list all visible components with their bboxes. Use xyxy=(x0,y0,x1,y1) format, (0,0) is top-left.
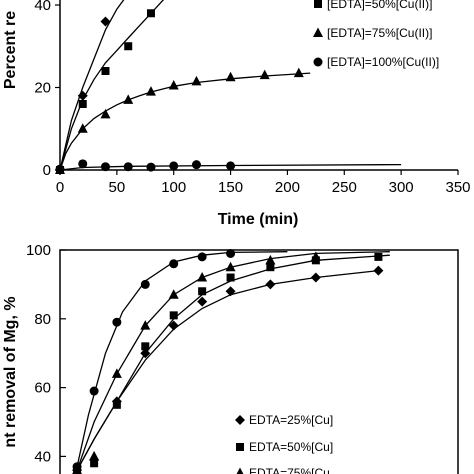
top-x-tick-label: 250 xyxy=(332,179,357,196)
top-series-4-point xyxy=(123,162,133,172)
top-series-2-point xyxy=(101,67,110,75)
top-series-4-point xyxy=(191,160,201,170)
bottom-legend-marker xyxy=(236,443,244,451)
bottom-series-2-point xyxy=(169,311,178,320)
bottom-series-2-point xyxy=(266,263,275,272)
top-legend-label: [EDTA]=100%[Cu(II)] xyxy=(327,55,439,69)
top-chart: 0 50 100 150 200 250 300 350 0 20 40 [EDTA]=50%[Cu(… xyxy=(34,0,471,196)
top-y-tick-label: 20 xyxy=(34,80,51,97)
bottom-series-1-point xyxy=(310,272,321,283)
top-series-4-point xyxy=(100,162,110,172)
top-series-4-point xyxy=(78,159,88,169)
bottom-series-3-point xyxy=(168,289,179,299)
bottom-legend-label: EDTA=50%[Cu] xyxy=(249,440,333,454)
top-y-tick-label: 40 xyxy=(34,0,51,14)
top-series-2-point xyxy=(124,42,133,51)
bottom-legend-label: EDTA=75%[Cu xyxy=(249,466,330,474)
top-legend-marker xyxy=(314,0,322,8)
bottom-series-2-point xyxy=(198,287,207,296)
bottom-series-4-point xyxy=(72,462,82,472)
bottom-series-4-point xyxy=(226,248,236,258)
bottom-chart: 40 60 80 100 EDTA=25%[Cu] EDTA=50%[Cu] EDTA=75… xyxy=(26,242,459,474)
top-legend-marker xyxy=(313,57,323,67)
top-legend-label: [EDTA]=50%[Cu(II)] xyxy=(327,0,432,11)
top-x-tick-label: 350 xyxy=(445,179,470,196)
bottom-series-3-curve xyxy=(76,251,390,471)
bottom-plot-area xyxy=(72,248,390,474)
bottom-series-3-point xyxy=(140,320,151,330)
top-series-1-point xyxy=(77,90,88,101)
top-x-tick-label: 300 xyxy=(389,179,414,196)
top-series-3-point xyxy=(191,75,202,86)
bottom-series-3-point xyxy=(111,368,122,378)
top-y-tick-label: 0 xyxy=(43,162,51,179)
bottom-series-3-point xyxy=(265,254,276,265)
bottom-legend-marker xyxy=(236,467,244,474)
bottom-series-2-point xyxy=(141,342,150,351)
top-series-3-point xyxy=(123,94,134,104)
top-series-3-point xyxy=(168,79,179,90)
bottom-plot-frame xyxy=(59,249,459,474)
bottom-series-2-point xyxy=(374,252,383,261)
bottom-series-4-point xyxy=(89,386,99,396)
top-legend-label: [EDTA]=75%[Cu(II)] xyxy=(327,26,432,40)
bottom-series-3-point xyxy=(89,450,100,461)
top-x-tick-label: 100 xyxy=(161,179,186,196)
top-series-3-point xyxy=(259,69,270,80)
bottom-y-tick-label: 100 xyxy=(26,242,51,259)
bottom-series-4-point xyxy=(112,317,122,327)
top-series-2-point xyxy=(78,100,87,108)
bottom-y-tick-label: 60 xyxy=(34,380,51,397)
bottom-legend-label: EDTA=25%[Cu] xyxy=(249,413,333,427)
top-series-4-point xyxy=(169,161,179,171)
top-series-1-point xyxy=(100,16,111,27)
top-series-3-point xyxy=(293,67,304,78)
bottom-series-4-point xyxy=(197,252,207,262)
bottom-series-1-point xyxy=(373,265,384,276)
bottom-series-3-point xyxy=(225,261,236,272)
top-series-3-point xyxy=(225,71,236,82)
top-series-3-point xyxy=(77,123,88,133)
top-x-axis-title: Time (min) xyxy=(218,211,299,228)
top-series-3-point xyxy=(145,86,156,96)
bottom-legend-marker xyxy=(235,415,245,425)
top-plot-area xyxy=(55,0,402,175)
bottom-series-2-curve xyxy=(76,254,390,471)
top-series-2-point xyxy=(146,9,155,18)
top-x-tick-label: 200 xyxy=(275,179,300,196)
bottom-y-tick-label: 80 xyxy=(34,311,51,328)
top-y-axis-title: Percent re xyxy=(2,11,19,89)
top-x-tick-label: 50 xyxy=(109,179,126,196)
bottom-series-3-point xyxy=(197,272,208,282)
top-x-tick-label: 0 xyxy=(56,179,64,196)
bottom-series-1-point xyxy=(265,279,276,290)
bottom-series-1-point xyxy=(168,320,179,331)
bottom-series-4-curve xyxy=(76,251,288,467)
bottom-series-3-point xyxy=(310,251,321,261)
bottom-series-1-point xyxy=(225,286,236,297)
bottom-y-tick-label: 40 xyxy=(34,448,51,465)
bottom-series-2-point xyxy=(90,459,99,468)
top-legend-marker xyxy=(313,27,323,37)
bottom-series-4-point xyxy=(140,279,150,289)
top-series-2-curve xyxy=(59,0,165,171)
bottom-series-2-point xyxy=(226,273,235,282)
top-series-3-point xyxy=(100,108,111,119)
top-series-3-curve xyxy=(59,72,311,171)
bottom-y-axis-title: nt removal of Mg, % xyxy=(2,296,19,447)
top-series-4-point xyxy=(226,161,236,171)
bottom-series-1-curve xyxy=(76,269,379,471)
bottom-series-1-point xyxy=(197,296,208,307)
bottom-series-2-point xyxy=(112,400,121,409)
bottom-series-4-point xyxy=(169,259,179,269)
top-series-1-curve xyxy=(59,0,125,171)
top-x-tick-label: 150 xyxy=(218,179,243,196)
